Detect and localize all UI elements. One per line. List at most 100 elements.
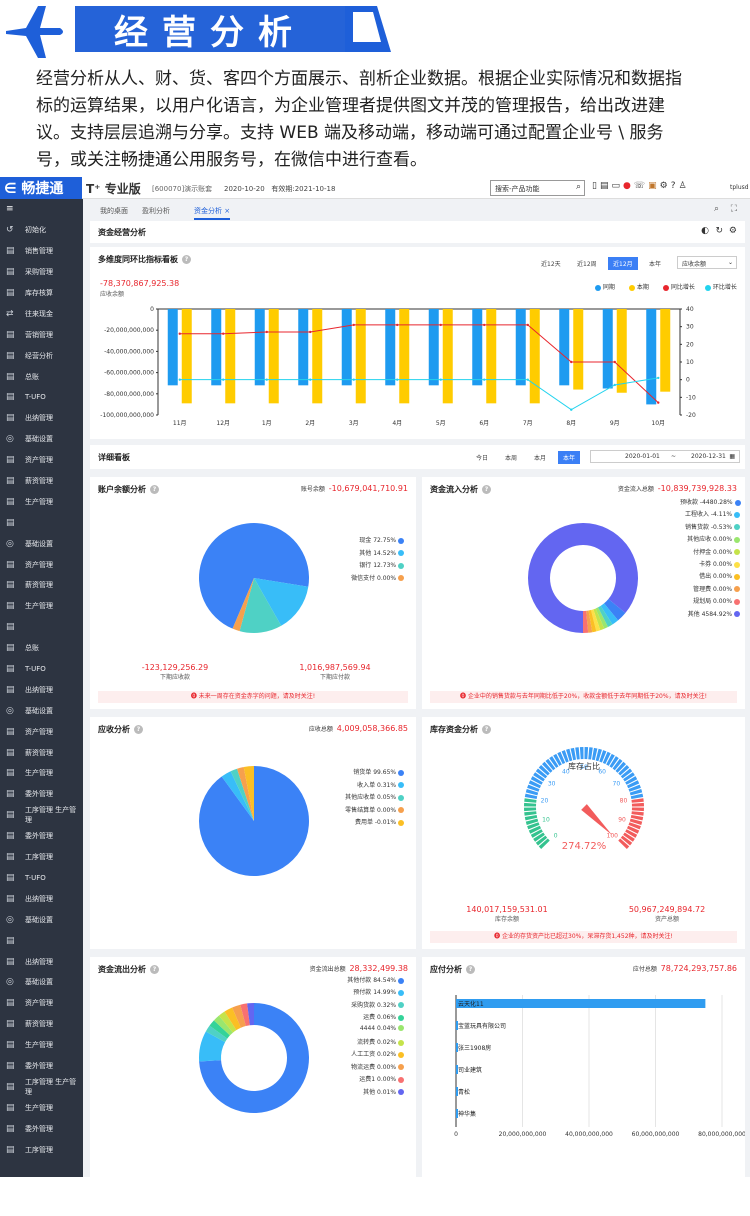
sidebar-item[interactable]: ◎ 基础设置 <box>0 909 83 930</box>
sidebar-item[interactable]: ▤ 资产管理 <box>0 450 83 471</box>
notification-icon[interactable]: ● <box>622 181 634 191</box>
menu-item-icon: ◎ <box>6 434 14 445</box>
sidebar-item[interactable]: ▤ 生产管理 <box>0 1035 83 1056</box>
detail-period-button[interactable]: 本月 <box>534 455 547 462</box>
legend-swatch <box>398 1064 404 1071</box>
sidebar-item[interactable]: ▤ 委外管理 <box>0 826 83 847</box>
tab-profit[interactable]: 盈利分析 <box>142 207 170 215</box>
sidebar-item[interactable]: ▤ T-UFO <box>0 868 83 889</box>
gauge-segment <box>538 838 550 849</box>
search-icon[interactable]: ⌕ <box>713 204 719 214</box>
period-button[interactable]: 本年 <box>649 261 662 268</box>
sidebar-item[interactable]: ▤ 出纳管理 <box>0 951 83 972</box>
gift-icon[interactable]: ▣ <box>648 181 660 191</box>
help-icon[interactable]: ? <box>670 181 679 191</box>
sidebar-item[interactable]: ≡ <box>0 199 83 220</box>
sidebar-item[interactable]: ▤ 销售管理 <box>0 241 83 262</box>
sidebar-item[interactable]: ◎ 基础设置 <box>0 972 83 993</box>
sidebar-item[interactable]: ▤ 委外管理 <box>0 1118 83 1139</box>
sidebar-item[interactable]: ▤ <box>0 617 83 638</box>
sidebar-item[interactable]: ▤ 出纳管理 <box>0 888 83 909</box>
sidebar-item[interactable]: ⇄ 往来现金 <box>0 303 83 324</box>
sidebar-item[interactable]: ▤ 经营分析 <box>0 345 83 366</box>
username[interactable]: tplusd <box>730 184 749 191</box>
calendar-icon[interactable]: ▦ <box>729 453 735 460</box>
date-to[interactable]: 2020-12-31 <box>691 453 726 460</box>
sidebar-item[interactable]: ▤ 总账 <box>0 366 83 387</box>
sidebar-item[interactable]: ▤ 工序管理 生产管理 <box>0 1076 83 1097</box>
sidebar-item[interactable]: ◎ 基础设置 <box>0 700 83 721</box>
date-range[interactable]: 2020-01-01 ~ 2020-12-31 ▦ <box>590 450 740 463</box>
sidebar-item[interactable]: ▤ 资产管理 <box>0 554 83 575</box>
menu-item-icon: ▤ <box>6 329 15 340</box>
sidebar-item[interactable]: ▤ 出纳管理 <box>0 679 83 700</box>
settings-icon[interactable]: ⚙ <box>659 181 671 191</box>
tab-funds[interactable]: 资金分析 × <box>194 206 231 220</box>
legend-label: 工程收入 -4.11% <box>684 511 734 519</box>
sidebar-item[interactable]: ▤ 生产管理 <box>0 596 83 617</box>
detail-period-button[interactable]: 今日 <box>476 455 489 462</box>
sidebar-item[interactable]: ▤ 工序管理 <box>0 847 83 868</box>
help-icon[interactable]: ? <box>182 255 191 264</box>
sidebar-item[interactable]: ▤ T-UFO <box>0 387 83 408</box>
metric-select[interactable]: 应收余额 ⌄ <box>677 256 737 269</box>
sidebar-item[interactable]: ▤ 资产管理 <box>0 721 83 742</box>
sidebar-item[interactable]: ▤ T-UFO <box>0 659 83 680</box>
sidebar-item[interactable]: ▤ 薪资管理 <box>0 471 83 492</box>
call-icon[interactable]: ☏ <box>633 181 649 191</box>
refresh-icon[interactable]: ↻ <box>715 226 723 236</box>
sidebar-item[interactable]: ▤ 生产管理 <box>0 1097 83 1118</box>
sidebar-item[interactable]: ▤ <box>0 512 83 533</box>
sidebar-item[interactable]: ▤ 薪资管理 <box>0 575 83 596</box>
help-icon[interactable]: ? <box>150 965 159 974</box>
gear-icon[interactable]: ⚙ <box>728 226 737 236</box>
tab-desktop[interactable]: 我的桌面 <box>100 207 128 215</box>
account-label[interactable]: [600070]演示账套 <box>152 185 213 193</box>
sidebar-item[interactable]: ▤ 工序管理 <box>0 1139 83 1160</box>
brand-logo[interactable]: ∈ 畅捷通 <box>0 177 82 199</box>
sidebar-item[interactable]: ◎ 基础设置 <box>0 429 83 450</box>
period-button[interactable]: 近12天 <box>541 261 561 268</box>
close-icon[interactable]: × <box>224 207 231 215</box>
sidebar-item[interactable]: ▤ <box>0 930 83 951</box>
user-icon[interactable]: ♙ <box>678 181 690 191</box>
theme-icon[interactable]: ◐ <box>701 226 709 236</box>
legend-label: 银行 12.73% <box>359 562 398 569</box>
date-separator: ~ <box>671 453 677 460</box>
pie-slice <box>586 610 593 633</box>
sidebar-item[interactable]: ▤ 资产管理 <box>0 993 83 1014</box>
sidebar-item[interactable]: ▤ 出纳管理 <box>0 408 83 429</box>
message-icon[interactable]: ▭ <box>611 181 623 191</box>
sidebar-item[interactable]: ▤ 总账 <box>0 638 83 659</box>
sidebar-item[interactable]: ▤ 营销管理 <box>0 324 83 345</box>
phone-icon[interactable]: ▯ <box>592 181 600 191</box>
help-icon[interactable]: ? <box>134 725 143 734</box>
period-button[interactable]: 近12周 <box>577 261 597 268</box>
sidebar-item[interactable]: ▤ 委外管理 <box>0 784 83 805</box>
sidebar-item[interactable]: ↺ 初始化 <box>0 220 83 241</box>
mom-line-point <box>265 378 268 381</box>
sidebar-item[interactable]: ▤ 库存核算 <box>0 283 83 304</box>
sidebar-item[interactable]: ▤ 采购管理 <box>0 262 83 283</box>
sidebar-item[interactable]: ▤ 薪资管理 <box>0 1014 83 1035</box>
sidebar-item[interactable]: ▤ 生产管理 <box>0 491 83 512</box>
sidebar-item[interactable]: ▤ 生产管理 <box>0 763 83 784</box>
help-icon[interactable]: ? <box>482 485 491 494</box>
doc-icon[interactable]: ▤ <box>599 181 612 191</box>
date-from[interactable]: 2020-01-01 <box>625 453 660 460</box>
payable-title: 应付分析? <box>430 964 475 975</box>
top-bar: ∈ 畅捷通 T⁺ 专业版 [600070]演示账套 2020-10-20 有效期… <box>0 177 750 199</box>
sidebar-item[interactable]: ▤ 委外管理 <box>0 1056 83 1077</box>
sidebar-item[interactable]: ▤ 薪资管理 <box>0 742 83 763</box>
detail-period-button[interactable]: 本年 <box>558 451 581 464</box>
search-icon[interactable]: ⌕ <box>575 182 581 192</box>
detail-period-button[interactable]: 本周 <box>505 455 518 462</box>
fullscreen-icon[interactable]: ⛶ <box>730 204 737 214</box>
period-button[interactable]: 近12月 <box>608 257 638 270</box>
search-input[interactable]: 搜索-产品功能 ⌕ <box>490 180 585 196</box>
help-icon[interactable]: ? <box>482 725 491 734</box>
sidebar-item[interactable]: ▤ 工序管理 生产管理 <box>0 805 83 826</box>
sidebar-item[interactable]: ◎ 基础设置 <box>0 533 83 554</box>
help-icon[interactable]: ? <box>466 965 475 974</box>
help-icon[interactable]: ? <box>150 485 159 494</box>
